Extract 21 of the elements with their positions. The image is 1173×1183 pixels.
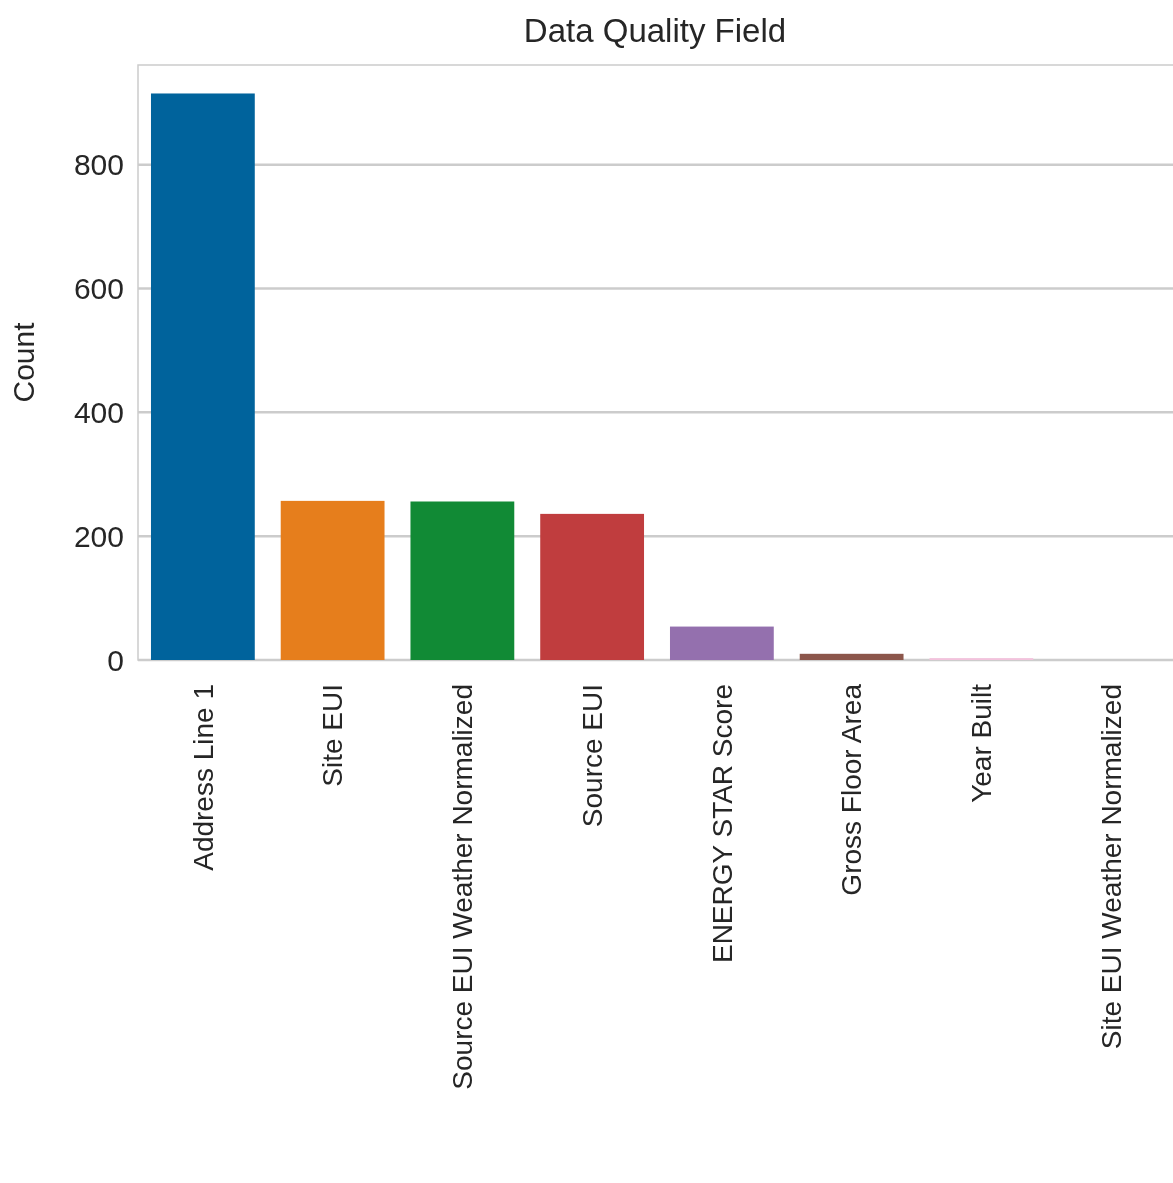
x-tick-label: Source EUI <box>576 684 608 828</box>
bar <box>540 513 645 660</box>
x-tick-label: Site EUI <box>317 684 349 787</box>
bar <box>150 93 255 660</box>
bar <box>669 626 774 660</box>
y-tick-label: 600 <box>73 272 124 306</box>
chart-title: Data Quality Field <box>523 12 787 49</box>
bar <box>410 501 515 660</box>
x-tick-label: Source EUI Weather Normalized <box>447 684 479 1090</box>
bar <box>799 653 904 660</box>
y-axis-title: Count <box>7 321 40 403</box>
x-tick-label: ENERGY STAR Score <box>706 684 738 964</box>
bar <box>280 500 385 660</box>
y-tick-label: 800 <box>73 148 124 182</box>
x-tick-label: Address Line 1 <box>187 684 219 871</box>
x-tick-label: Gross Floor Area <box>836 683 868 896</box>
x-tick-label: Site EUI Weather Normalized <box>1095 684 1127 1050</box>
y-tick-label: 400 <box>73 395 124 429</box>
y-tick-label: 0 <box>107 643 124 677</box>
x-tick-label: Year Built <box>966 683 998 803</box>
y-tick-label: 200 <box>73 519 124 553</box>
